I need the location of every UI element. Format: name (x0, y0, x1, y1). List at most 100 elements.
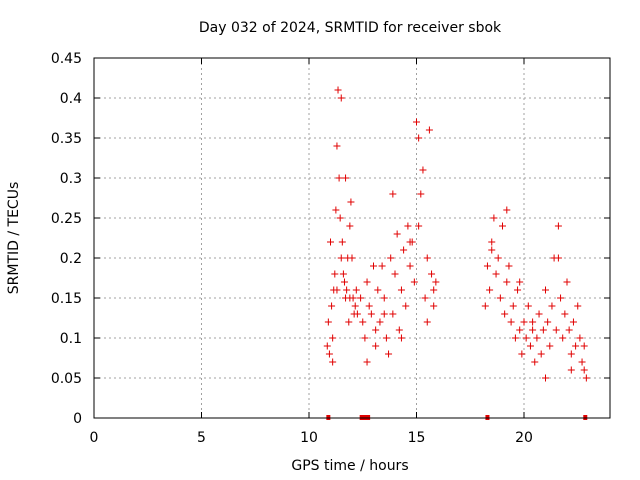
data-point (529, 318, 537, 326)
data-point (367, 310, 375, 318)
data-point (423, 318, 431, 326)
data-point (359, 318, 367, 326)
data-point (340, 278, 348, 286)
data-point (572, 342, 580, 350)
data-point (425, 126, 433, 134)
data-point (505, 262, 513, 270)
data-point (402, 302, 410, 310)
data-point (503, 206, 511, 214)
data-point (365, 302, 373, 310)
data-point (325, 350, 333, 358)
data-point (542, 286, 549, 294)
y-tick-label: 0.05 (51, 371, 82, 387)
data-point (430, 286, 438, 294)
y-tick-label: 0.2 (60, 251, 82, 267)
data-point (542, 374, 549, 382)
data-point (565, 326, 573, 334)
chart-title: Day 032 of 2024, SRMTID for receiver sbo… (199, 20, 502, 36)
data-point (376, 318, 384, 326)
data-point (552, 326, 560, 334)
data-point (339, 270, 347, 278)
data-point (380, 294, 388, 302)
data-point (522, 334, 530, 342)
data-point (516, 278, 524, 286)
data-point (488, 246, 496, 254)
data-point (539, 326, 547, 334)
data-point (389, 190, 397, 198)
y-tick-label: 0.45 (51, 51, 82, 67)
data-point (343, 286, 351, 294)
data-point (391, 270, 399, 278)
data-point (430, 302, 438, 310)
x-tick-label: 0 (90, 430, 99, 446)
data-point (346, 222, 354, 230)
data-point (576, 334, 584, 342)
data-point (488, 238, 496, 246)
data-point (397, 286, 405, 294)
data-point (578, 358, 586, 366)
data-point (483, 262, 491, 270)
data-point (415, 134, 423, 142)
data-point (503, 278, 511, 286)
data-point (561, 310, 569, 318)
data-point (334, 86, 342, 94)
x-axis-label: GPS time / hours (291, 458, 408, 474)
x-tick-labels: 0 5 10 15 20 (90, 430, 533, 446)
data-point (353, 310, 361, 318)
data-point (415, 222, 423, 230)
data-point (336, 214, 344, 222)
data-point (546, 342, 554, 350)
axis-ticks (93, 57, 610, 419)
y-tick-label: 0.4 (60, 91, 82, 107)
data-point (333, 142, 341, 150)
data-point (432, 278, 440, 286)
data-point (387, 254, 395, 262)
data-point (486, 286, 494, 294)
data-point (338, 238, 346, 246)
y-axis-label: SRMTID / TECUs (6, 182, 22, 295)
data-point (537, 350, 545, 358)
data-point (335, 174, 343, 182)
data-point (342, 174, 350, 182)
data-point (327, 238, 334, 246)
data-point (494, 254, 502, 262)
data-point (363, 358, 371, 366)
data-point (406, 238, 414, 246)
data-point (574, 302, 582, 310)
data-point (567, 366, 575, 374)
data-point (351, 302, 359, 310)
data-point (417, 190, 425, 198)
data-point (557, 294, 565, 302)
data-point (395, 326, 403, 334)
data-point (509, 302, 517, 310)
data-point (345, 318, 353, 326)
data-point (535, 310, 543, 318)
data-point (332, 206, 340, 214)
y-tick-labels: 0 0.05 0.1 0.15 0.2 0.25 0.3 0.35 0.4 0.45 (51, 51, 82, 427)
data-point (520, 318, 528, 326)
data-point (413, 118, 420, 126)
data-point (511, 334, 519, 342)
data-point (490, 214, 498, 222)
data-point (382, 334, 390, 342)
data-point (499, 222, 506, 230)
data-point (329, 334, 337, 342)
data-point (357, 294, 365, 302)
data-point (421, 294, 429, 302)
data-point (548, 302, 556, 310)
data-point (372, 342, 380, 350)
data-point (328, 302, 336, 310)
y-tick-label: 0.3 (60, 171, 82, 187)
data-point (567, 350, 575, 358)
data-point (333, 286, 341, 294)
data-point (423, 254, 431, 262)
x-tick-label: 10 (300, 430, 318, 446)
data-point (397, 334, 405, 342)
data-point (348, 254, 356, 262)
x-tick-label: 5 (197, 430, 206, 446)
x-tick-label: 20 (515, 430, 533, 446)
data-point (337, 254, 345, 262)
x-tick-label: 15 (408, 430, 426, 446)
data-point (324, 318, 332, 326)
data-point (329, 358, 337, 366)
